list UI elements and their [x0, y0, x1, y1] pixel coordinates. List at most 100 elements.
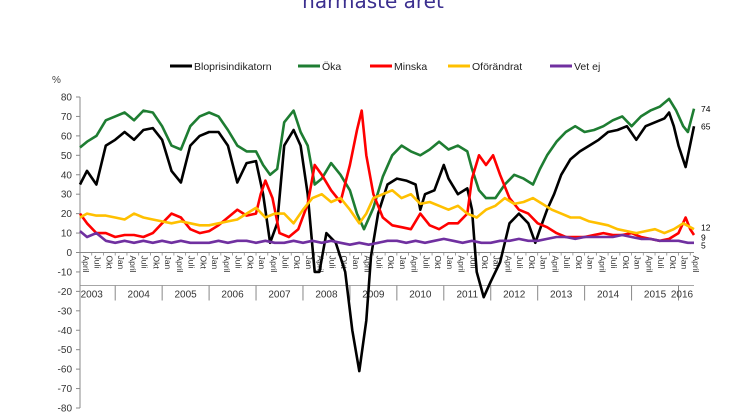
year-label: 2003 — [81, 290, 104, 301]
y-tick-label: -30 — [58, 306, 73, 317]
year-label: 2010 — [409, 290, 432, 301]
x-tick-label: April — [457, 256, 467, 273]
x-tick-label: Jan — [539, 256, 549, 270]
x-tick-label: Juli — [93, 256, 103, 269]
x-tick-label: Okt — [386, 256, 396, 270]
x-tick-label: Jan — [586, 256, 596, 270]
x-tick-label: April — [410, 256, 420, 273]
year-label: 2008 — [315, 290, 338, 301]
x-tick-label: Jan — [398, 256, 408, 270]
y-tick-label: 60 — [61, 131, 73, 142]
x-tick-label: Okt — [668, 256, 678, 270]
end-value-label: 5 — [701, 240, 706, 250]
year-label: 2005 — [174, 290, 197, 301]
year-label: 2015 — [644, 290, 667, 301]
x-tick-label: April — [81, 256, 91, 273]
x-tick-label: Okt — [245, 256, 255, 270]
legend: Bloprisindikatorn Öka Minska Oförändrat Vet … — [170, 61, 600, 73]
year-label: 2011 — [457, 290, 479, 301]
x-tick-label: April — [222, 256, 232, 273]
series-line-bloprisindikatorn — [78, 111, 696, 373]
x-tick-label: April — [128, 256, 138, 273]
x-tick-label: Jan — [304, 256, 314, 270]
x-tick-label: April — [644, 256, 654, 273]
y-tick-label: -20 — [58, 287, 73, 298]
y-tick-label: -70 — [58, 384, 73, 395]
end-value-label: 65 — [701, 122, 711, 132]
x-tick-label: April — [269, 256, 279, 273]
x-tick-label: Okt — [621, 256, 631, 270]
series-line-vet-ej — [79, 230, 694, 246]
x-tick-label: Jan — [680, 256, 690, 270]
y-tick-label: 40 — [61, 170, 73, 181]
x-tick-label: Juli — [656, 256, 666, 269]
y-tick-label: 20 — [61, 209, 73, 220]
y-tick-label: 10 — [61, 229, 73, 240]
legend-label: Bloprisindikatorn — [194, 61, 272, 73]
x-tick-label: Okt — [292, 256, 302, 270]
y-tick-label: -40 — [58, 326, 73, 337]
y-tick-label: 80 — [61, 93, 73, 104]
end-value-label: 12 — [701, 223, 711, 233]
end-value-label: 74 — [701, 104, 711, 114]
x-tick-label: Okt — [433, 256, 443, 270]
year-label: 2014 — [597, 290, 620, 301]
x-tick-label: April — [503, 256, 513, 273]
y-tick-label: 30 — [61, 190, 73, 201]
x-tick-label: Okt — [574, 256, 584, 270]
year-label: 2009 — [362, 290, 385, 301]
axes: 80706050403020100-10-20-30-40-50-60-70-8… — [58, 93, 702, 415]
series-line--ka — [79, 97, 696, 231]
legend-label: Oförändrat — [472, 61, 522, 73]
x-tick-label: Juli — [187, 256, 197, 269]
year-label: 2006 — [221, 290, 244, 301]
legend-label: Vet ej — [574, 61, 600, 73]
x-tick-label: April — [597, 256, 607, 273]
legend-label: Minska — [394, 61, 427, 73]
series-line-of-r-ndrat — [79, 189, 695, 235]
x-tick-label: Juli — [281, 256, 291, 269]
x-tick-label: Okt — [339, 256, 349, 270]
x-tick-label: Okt — [527, 256, 537, 270]
y-tick-label: -60 — [58, 365, 73, 376]
y-axis-label: % — [52, 75, 61, 86]
series-layer — [78, 97, 696, 373]
y-tick-label: 0 — [66, 248, 72, 259]
x-tick-label: April — [550, 256, 560, 273]
x-tick-label: Juli — [234, 256, 244, 269]
legend-label: Öka — [322, 61, 341, 73]
x-tick-label: Juli — [515, 256, 525, 269]
year-label: 2007 — [268, 290, 291, 301]
x-tick-label: Jan — [116, 256, 126, 270]
x-tick-label: Jan — [210, 256, 220, 270]
y-tick-label: -80 — [58, 404, 73, 415]
year-label: 2012 — [503, 290, 526, 301]
x-tick-label: Okt — [198, 256, 208, 270]
x-tick-label: Jan — [257, 256, 267, 270]
end-value-label: 9 — [701, 233, 706, 243]
y-tick-label: -10 — [58, 267, 73, 278]
x-tick-label: April — [691, 256, 701, 273]
x-tick-label: Jan — [163, 256, 173, 270]
x-tick-label: Juli — [327, 256, 337, 269]
series-line-minska — [78, 109, 696, 243]
x-tick-label: Okt — [480, 256, 490, 270]
x-tick-label: Juli — [609, 256, 619, 269]
x-tick-label: Juli — [562, 256, 572, 269]
y-tick-label: -50 — [58, 345, 73, 356]
x-tick-label: Jan — [492, 256, 502, 270]
year-label: 2013 — [550, 290, 573, 301]
x-tick-label: Okt — [151, 256, 161, 270]
year-label: 2004 — [128, 290, 151, 301]
x-tick-label: Juli — [421, 256, 431, 269]
x-tick-label: Juli — [374, 256, 384, 269]
x-tick-label: Jan — [633, 256, 643, 270]
year-label: 2016 — [671, 290, 694, 301]
x-tick-label: Juli — [468, 256, 478, 269]
y-tick-label: 50 — [61, 151, 73, 162]
y-tick-label: 70 — [61, 112, 73, 123]
chart-title: närmaste året — [302, 0, 444, 13]
x-tick-label: Jan — [351, 256, 361, 270]
